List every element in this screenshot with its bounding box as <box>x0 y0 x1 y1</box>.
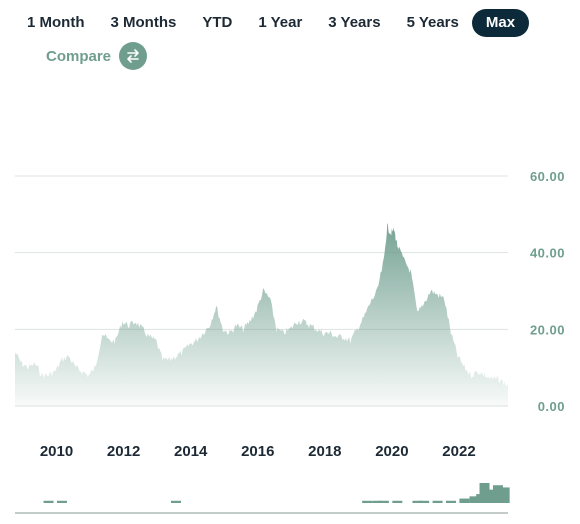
range-button-5-years[interactable]: 5 Years <box>406 14 459 31</box>
volume-bar <box>469 496 480 503</box>
volume-bar <box>362 500 373 503</box>
volume-bar <box>459 498 470 503</box>
volume-bar <box>499 487 510 503</box>
volume-bar <box>486 489 497 503</box>
y-tick-label: 20.00 <box>530 322 565 337</box>
volume-bar <box>419 500 430 503</box>
y-tick-label: 40.00 <box>530 246 565 261</box>
x-tick-label: 2020 <box>375 443 408 460</box>
range-button-ytd[interactable]: YTD <box>202 14 233 31</box>
price-area-series <box>15 223 508 406</box>
x-tick-label: 2012 <box>107 443 140 460</box>
x-tick-label: 2010 <box>40 443 73 460</box>
range-button-1-year[interactable]: 1 Year <box>258 14 303 31</box>
volume-bar <box>378 500 389 503</box>
range-button-1-month[interactable]: 1 Month <box>27 14 85 31</box>
volume-bar <box>432 500 443 503</box>
range-button-3-years[interactable]: 3 Years <box>328 14 381 31</box>
range-button-max[interactable]: Max <box>471 9 530 37</box>
swap-arrows-glyph <box>127 49 139 63</box>
y-tick-label: 60.00 <box>530 169 565 184</box>
volume-navigator[interactable] <box>15 483 510 514</box>
x-tick-label: 2018 <box>308 443 341 460</box>
compare-label: Compare <box>46 47 112 65</box>
volume-bar <box>392 500 403 503</box>
volume-bar <box>445 500 456 503</box>
volume-bar <box>492 485 503 503</box>
x-tick-label: 2014 <box>174 443 208 460</box>
compare-button[interactable]: Compare <box>46 42 148 70</box>
x-axis-labels: 2010 2012 2014 2016 2018 2020 2022 <box>40 443 476 460</box>
range-button-3-months[interactable]: 3 Months <box>110 14 177 31</box>
volume-bar <box>479 483 490 503</box>
time-range-selector: 1 Month 3 Months YTD 1 Year 3 Years 5 Years Ma… <box>14 9 530 37</box>
volume-bar <box>412 500 423 503</box>
y-axis-labels: 60.00 40.00 20.00 0.00 <box>530 169 565 414</box>
y-tick-label: 0.00 <box>538 399 565 414</box>
volume-bar <box>372 500 383 503</box>
swap-arrows-icon[interactable] <box>119 42 148 70</box>
volume-bar <box>43 500 54 503</box>
volume-bar <box>170 500 181 503</box>
x-tick-label: 2022 <box>442 443 475 460</box>
x-tick-label: 2016 <box>241 443 274 460</box>
volume-bar <box>56 500 67 503</box>
